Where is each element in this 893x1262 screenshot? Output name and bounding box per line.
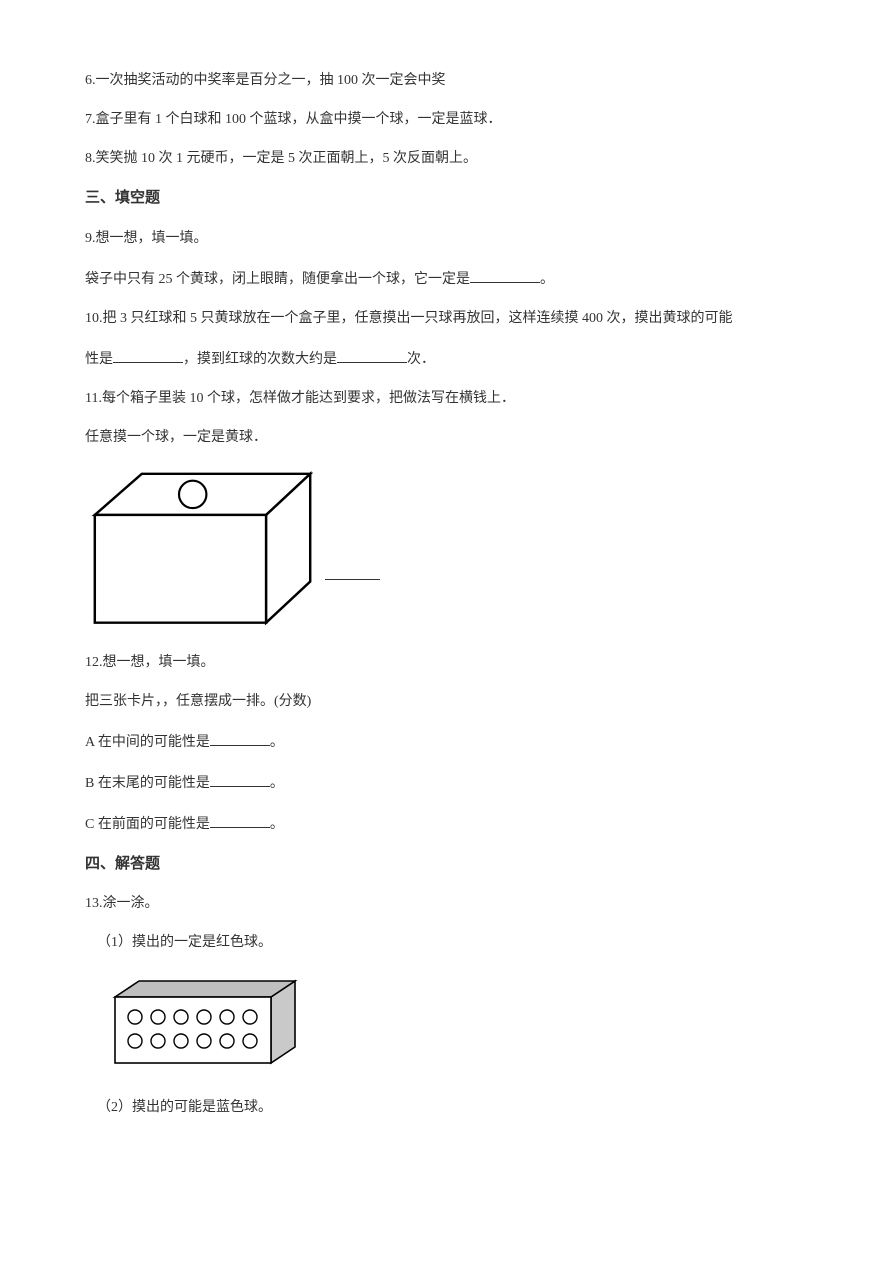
question-10-line1: 10.把 3 只红球和 5 只黄球放在一个盒子里，任意摸出一只球再放回，这样连续… bbox=[85, 308, 808, 329]
q12-a-blank[interactable] bbox=[210, 730, 270, 746]
question-9-intro: 9.想一想，填一填。 bbox=[85, 228, 808, 249]
question-12-a: A 在中间的可能性是 。 bbox=[85, 730, 808, 753]
q12-b-after: 。 bbox=[270, 776, 284, 791]
question-13-1: （1）摸出的一定是红色球。 bbox=[97, 932, 808, 953]
q10-text-b: ，摸到红球的次数大约是 bbox=[183, 352, 337, 367]
question-13: 13.涂一涂。 bbox=[85, 893, 808, 914]
q9-text-after: 。 bbox=[540, 272, 554, 287]
figure-box-3d bbox=[85, 466, 808, 632]
question-12-intro: 12.想一想，填一填。 bbox=[85, 652, 808, 673]
q11-blank[interactable] bbox=[325, 566, 380, 580]
section-3-heading: 三、填空题 bbox=[85, 187, 808, 210]
section-4-heading: 四、解答题 bbox=[85, 853, 808, 876]
q12-b-blank[interactable] bbox=[210, 771, 270, 787]
q9-text-before: 袋子中只有 25 个黄球，闭上眼睛，随便拿出一个球，它一定是 bbox=[85, 272, 470, 287]
question-11-intro: 11.每个箱子里装 10 个球，怎样做才能达到要求，把做法写在横钱上． bbox=[85, 388, 808, 409]
question-7: 7.盒子里有 1 个白球和 100 个蓝球，从盒中摸一个球，一定是蓝球． bbox=[85, 109, 808, 130]
q12-c-before: C 在前面的可能性是 bbox=[85, 817, 210, 832]
question-13-2: （2）摸出的可能是蓝色球。 bbox=[97, 1097, 808, 1118]
q10-blank-2[interactable] bbox=[337, 347, 407, 363]
question-12-b: B 在末尾的可能性是 。 bbox=[85, 771, 808, 794]
q10-blank-1[interactable] bbox=[113, 347, 183, 363]
question-12-body: 把三张卡片，，任意摆成一排。(分数) bbox=[85, 691, 808, 712]
q9-blank[interactable] bbox=[470, 267, 540, 283]
question-12-c: C 在前面的可能性是 。 bbox=[85, 812, 808, 835]
q12-c-after: 。 bbox=[270, 817, 284, 832]
q12-a-after: 。 bbox=[270, 735, 284, 750]
q12-c-blank[interactable] bbox=[210, 812, 270, 828]
small-box-svg bbox=[103, 977, 303, 1072]
question-9-body: 袋子中只有 25 个黄球，闭上眼睛，随便拿出一个球，它一定是 。 bbox=[85, 267, 808, 290]
question-11-body: 任意摸一个球，一定是黄球． bbox=[85, 427, 808, 448]
box-3d-svg bbox=[85, 466, 320, 632]
q10-text-c: 次． bbox=[407, 352, 435, 367]
question-8: 8.笑笑抛 10 次 1 元硬币，一定是 5 次正面朝上，5 次反面朝上。 bbox=[85, 148, 808, 169]
q12-a-before: A 在中间的可能性是 bbox=[85, 735, 210, 750]
question-10-line2: 性是 ，摸到红球的次数大约是 次． bbox=[85, 347, 808, 370]
q12-b-before: B 在末尾的可能性是 bbox=[85, 776, 210, 791]
question-6: 6.一次抽奖活动的中奖率是百分之一，抽 100 次一定会中奖 bbox=[85, 70, 808, 91]
q10-text-a: 性是 bbox=[85, 352, 113, 367]
